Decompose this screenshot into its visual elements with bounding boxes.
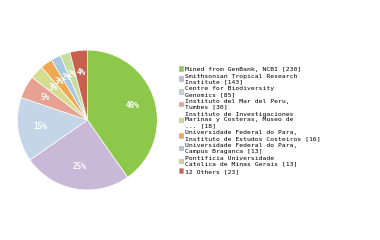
Text: 2%: 2% xyxy=(68,70,77,79)
Text: 2%: 2% xyxy=(61,73,71,82)
Wedge shape xyxy=(60,52,87,120)
Text: 3%: 3% xyxy=(48,83,57,92)
Text: 25%: 25% xyxy=(72,162,86,171)
Wedge shape xyxy=(17,97,87,160)
Wedge shape xyxy=(32,67,87,120)
Wedge shape xyxy=(21,77,87,120)
Wedge shape xyxy=(41,60,87,120)
Text: 40%: 40% xyxy=(126,101,140,110)
Wedge shape xyxy=(87,50,157,177)
Wedge shape xyxy=(52,55,87,120)
Wedge shape xyxy=(70,50,87,120)
Text: 3%: 3% xyxy=(55,77,64,86)
Text: 15%: 15% xyxy=(33,122,47,131)
Wedge shape xyxy=(30,120,128,190)
Text: 4%: 4% xyxy=(77,68,86,77)
Text: 5%: 5% xyxy=(41,93,50,102)
Legend: Mined from GenBank, NCBI [230], Smithsonian Tropical Research
Institute [143], C: Mined from GenBank, NCBI [230], Smithson… xyxy=(178,66,321,174)
